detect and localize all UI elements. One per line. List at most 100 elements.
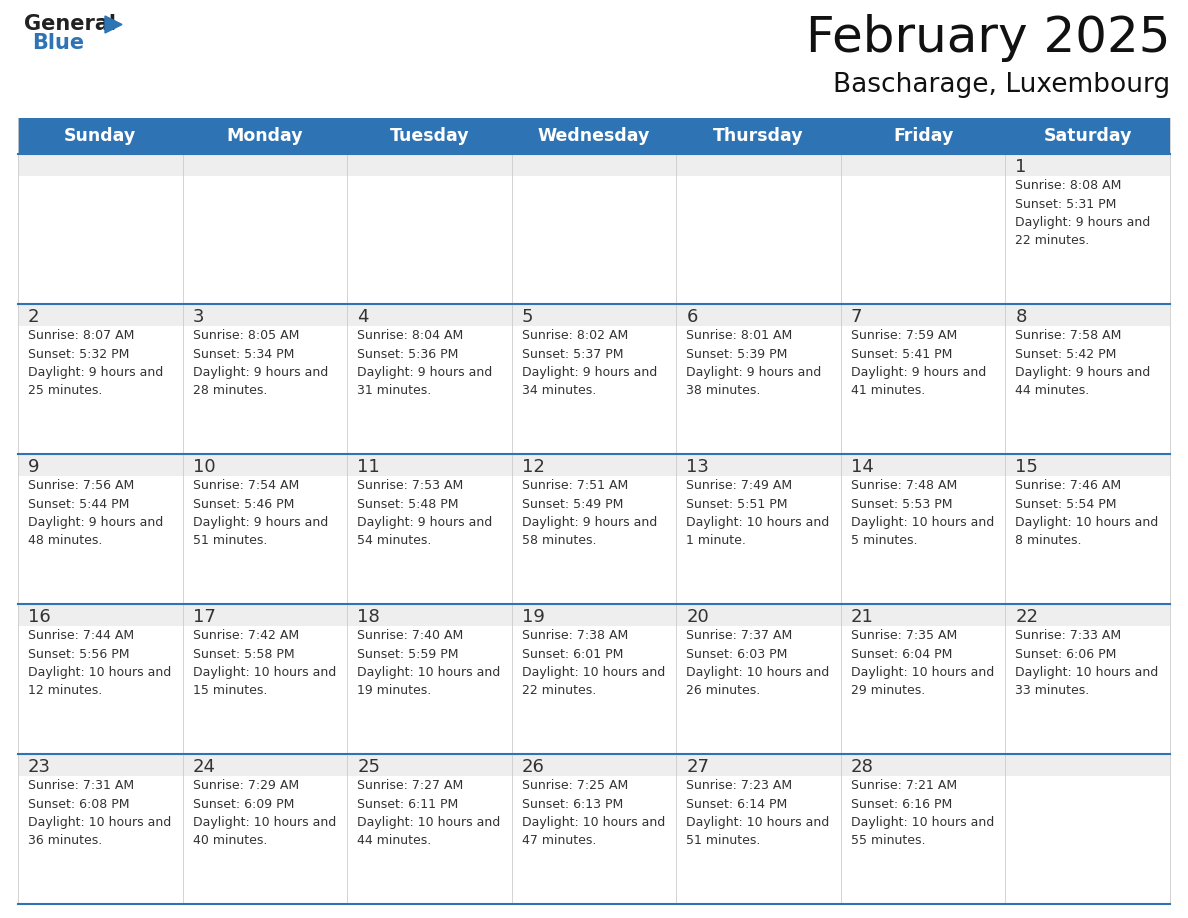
Text: 28: 28 [851, 758, 873, 776]
Bar [183, 776, 347, 904]
Bar [1005, 604, 1170, 626]
Text: 16: 16 [29, 608, 51, 626]
Bar [512, 326, 676, 454]
Text: 6: 6 [687, 308, 697, 326]
Bar [676, 304, 841, 326]
Bar [347, 476, 512, 604]
Bar [1005, 176, 1170, 304]
Text: 23: 23 [29, 758, 51, 776]
Bar [512, 626, 676, 754]
Text: 26: 26 [522, 758, 544, 776]
Bar [18, 304, 183, 326]
Bar [841, 454, 1005, 476]
Bar [676, 176, 841, 304]
Text: Sunrise: 7:54 AM
Sunset: 5:46 PM
Daylight: 9 hours and
51 minutes.: Sunrise: 7:54 AM Sunset: 5:46 PM Dayligh… [192, 479, 328, 547]
Bar [347, 304, 512, 326]
Bar [183, 176, 347, 304]
Bar [512, 754, 676, 776]
Bar [512, 176, 676, 304]
Bar [18, 776, 183, 904]
Text: Sunrise: 7:38 AM
Sunset: 6:01 PM
Daylight: 10 hours and
22 minutes.: Sunrise: 7:38 AM Sunset: 6:01 PM Dayligh… [522, 629, 665, 698]
Text: Sunrise: 7:59 AM
Sunset: 5:41 PM
Daylight: 9 hours and
41 minutes.: Sunrise: 7:59 AM Sunset: 5:41 PM Dayligh… [851, 329, 986, 397]
Text: Wednesday: Wednesday [538, 127, 650, 145]
Text: General: General [24, 14, 116, 34]
Text: Sunrise: 7:40 AM
Sunset: 5:59 PM
Daylight: 10 hours and
19 minutes.: Sunrise: 7:40 AM Sunset: 5:59 PM Dayligh… [358, 629, 500, 698]
Text: 5: 5 [522, 308, 533, 326]
Text: Sunrise: 7:58 AM
Sunset: 5:42 PM
Daylight: 9 hours and
44 minutes.: Sunrise: 7:58 AM Sunset: 5:42 PM Dayligh… [1016, 329, 1151, 397]
Text: Sunrise: 7:35 AM
Sunset: 6:04 PM
Daylight: 10 hours and
29 minutes.: Sunrise: 7:35 AM Sunset: 6:04 PM Dayligh… [851, 629, 994, 698]
Text: Sunrise: 7:37 AM
Sunset: 6:03 PM
Daylight: 10 hours and
26 minutes.: Sunrise: 7:37 AM Sunset: 6:03 PM Dayligh… [687, 629, 829, 698]
Bar [841, 604, 1005, 626]
Bar [676, 626, 841, 754]
Text: February 2025: February 2025 [805, 14, 1170, 62]
Text: Friday: Friday [893, 127, 953, 145]
Text: 11: 11 [358, 458, 380, 476]
Bar [18, 476, 183, 604]
Bar [347, 154, 512, 176]
Text: Sunrise: 7:21 AM
Sunset: 6:16 PM
Daylight: 10 hours and
55 minutes.: Sunrise: 7:21 AM Sunset: 6:16 PM Dayligh… [851, 779, 994, 847]
Bar [183, 604, 347, 626]
Bar [841, 476, 1005, 604]
Bar [676, 454, 841, 476]
Text: Sunrise: 7:56 AM
Sunset: 5:44 PM
Daylight: 9 hours and
48 minutes.: Sunrise: 7:56 AM Sunset: 5:44 PM Dayligh… [29, 479, 163, 547]
Text: Sunrise: 7:42 AM
Sunset: 5:58 PM
Daylight: 10 hours and
15 minutes.: Sunrise: 7:42 AM Sunset: 5:58 PM Dayligh… [192, 629, 336, 698]
Text: 19: 19 [522, 608, 544, 626]
Bar [18, 604, 183, 626]
Bar [18, 454, 183, 476]
Bar [512, 476, 676, 604]
Text: 10: 10 [192, 458, 215, 476]
Bar [1005, 476, 1170, 604]
Bar [841, 304, 1005, 326]
Text: 4: 4 [358, 308, 368, 326]
Bar [18, 626, 183, 754]
Text: Blue: Blue [32, 33, 84, 53]
Bar [841, 776, 1005, 904]
Text: Sunrise: 7:33 AM
Sunset: 6:06 PM
Daylight: 10 hours and
33 minutes.: Sunrise: 7:33 AM Sunset: 6:06 PM Dayligh… [1016, 629, 1158, 698]
Text: 2: 2 [29, 308, 39, 326]
Text: Sunrise: 8:07 AM
Sunset: 5:32 PM
Daylight: 9 hours and
25 minutes.: Sunrise: 8:07 AM Sunset: 5:32 PM Dayligh… [29, 329, 163, 397]
Text: Sunrise: 8:05 AM
Sunset: 5:34 PM
Daylight: 9 hours and
28 minutes.: Sunrise: 8:05 AM Sunset: 5:34 PM Dayligh… [192, 329, 328, 397]
Text: Sunrise: 7:27 AM
Sunset: 6:11 PM
Daylight: 10 hours and
44 minutes.: Sunrise: 7:27 AM Sunset: 6:11 PM Dayligh… [358, 779, 500, 847]
Text: 12: 12 [522, 458, 544, 476]
Text: Sunrise: 7:53 AM
Sunset: 5:48 PM
Daylight: 9 hours and
54 minutes.: Sunrise: 7:53 AM Sunset: 5:48 PM Dayligh… [358, 479, 492, 547]
Bar [18, 326, 183, 454]
Text: Sunrise: 7:29 AM
Sunset: 6:09 PM
Daylight: 10 hours and
40 minutes.: Sunrise: 7:29 AM Sunset: 6:09 PM Dayligh… [192, 779, 336, 847]
Bar [1005, 304, 1170, 326]
Bar [183, 454, 347, 476]
Bar [676, 604, 841, 626]
Bar [512, 776, 676, 904]
Bar [512, 454, 676, 476]
Bar [512, 154, 676, 176]
Text: 18: 18 [358, 608, 380, 626]
Bar [347, 604, 512, 626]
Text: 17: 17 [192, 608, 215, 626]
Bar [18, 154, 183, 176]
Text: Sunrise: 8:01 AM
Sunset: 5:39 PM
Daylight: 9 hours and
38 minutes.: Sunrise: 8:01 AM Sunset: 5:39 PM Dayligh… [687, 329, 822, 397]
Text: Sunrise: 7:48 AM
Sunset: 5:53 PM
Daylight: 10 hours and
5 minutes.: Sunrise: 7:48 AM Sunset: 5:53 PM Dayligh… [851, 479, 994, 547]
Polygon shape [105, 16, 122, 33]
Bar [841, 326, 1005, 454]
Bar [183, 754, 347, 776]
Bar [18, 754, 183, 776]
Bar [841, 626, 1005, 754]
Text: Monday: Monday [227, 127, 303, 145]
Bar [18, 118, 1170, 154]
Bar [676, 754, 841, 776]
Bar [676, 326, 841, 454]
Bar [183, 326, 347, 454]
Text: Tuesday: Tuesday [390, 127, 469, 145]
Text: 3: 3 [192, 308, 204, 326]
Bar [183, 476, 347, 604]
Bar [183, 154, 347, 176]
Bar [1005, 754, 1170, 776]
Bar [183, 626, 347, 754]
Text: 1: 1 [1016, 158, 1026, 176]
Bar [676, 476, 841, 604]
Text: 20: 20 [687, 608, 709, 626]
Text: 27: 27 [687, 758, 709, 776]
Bar [1005, 326, 1170, 454]
Bar [347, 176, 512, 304]
Text: Sunrise: 7:44 AM
Sunset: 5:56 PM
Daylight: 10 hours and
12 minutes.: Sunrise: 7:44 AM Sunset: 5:56 PM Dayligh… [29, 629, 171, 698]
Bar [676, 776, 841, 904]
Bar [347, 776, 512, 904]
